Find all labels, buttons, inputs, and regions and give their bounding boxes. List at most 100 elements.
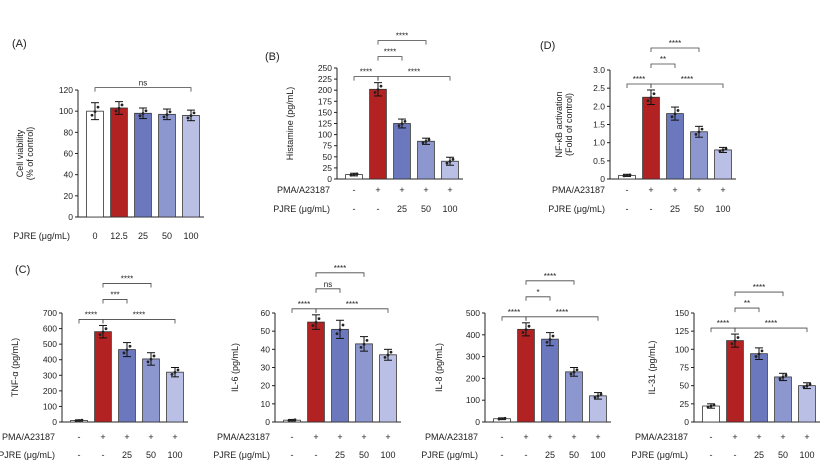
significance-bracket xyxy=(102,319,176,324)
data-point xyxy=(700,127,704,131)
row-cell: + xyxy=(595,432,600,442)
row-cell: - xyxy=(102,450,105,460)
significance-bracket xyxy=(626,83,652,88)
y-tick-label: 75 xyxy=(323,141,333,151)
panel-label: (C) xyxy=(15,264,30,276)
significance-label: *** xyxy=(110,290,119,299)
data-point xyxy=(694,132,698,136)
row-cell: 100 xyxy=(380,450,395,460)
row-cell: + xyxy=(313,432,318,442)
significance-bracket xyxy=(377,76,451,81)
bar xyxy=(134,112,152,218)
significance-label: ** xyxy=(660,55,666,64)
row-cell: 100 xyxy=(442,204,457,214)
significance-label: **** xyxy=(669,39,681,48)
y-tick-label: 150 xyxy=(318,107,332,117)
row-label: PMA/A23187 xyxy=(635,432,688,442)
significance-label: **** xyxy=(346,300,358,309)
significance-label: **** xyxy=(85,310,97,319)
data-point xyxy=(104,327,108,331)
y-tick-label: 120 xyxy=(59,85,73,95)
y-tick-label: 400 xyxy=(466,330,480,340)
data-point xyxy=(162,115,166,119)
data-point xyxy=(427,138,431,142)
data-point xyxy=(670,115,674,119)
y-tick-label: 700 xyxy=(43,308,57,318)
row-cell: - xyxy=(291,432,294,442)
data-point xyxy=(652,92,656,96)
data-point xyxy=(548,338,552,341)
y-tick-label: 0 xyxy=(475,417,480,427)
data-point xyxy=(376,88,380,92)
y-tick-label: 1.0 xyxy=(593,138,605,148)
data-point xyxy=(572,370,576,374)
row-cell: 100 xyxy=(799,450,814,460)
significance-label: **** xyxy=(384,48,396,57)
row-cell: + xyxy=(172,432,177,442)
y-tick-label: 100 xyxy=(43,401,57,411)
row-cell: - xyxy=(710,450,713,460)
row-cell: + xyxy=(399,185,404,195)
significance-label: **** xyxy=(556,308,568,317)
data-point xyxy=(186,116,190,120)
data-point xyxy=(379,84,383,88)
row-cell: + xyxy=(385,432,390,442)
bar xyxy=(517,328,535,423)
row-label: PMA/A23187 xyxy=(425,432,478,442)
row-cell: - xyxy=(525,450,528,460)
data-point xyxy=(389,350,393,354)
bar xyxy=(666,113,684,180)
data-point xyxy=(165,113,169,117)
significance-bracket xyxy=(353,76,379,81)
bar xyxy=(565,371,583,423)
y-tick-label: 60 xyxy=(64,149,74,159)
row-cell: 25 xyxy=(670,204,680,214)
data-point xyxy=(359,345,363,349)
bar xyxy=(379,354,397,423)
data-point xyxy=(805,384,809,388)
significance-bracket xyxy=(525,316,599,321)
row-cell: - xyxy=(78,450,81,460)
data-point xyxy=(128,344,132,348)
y-tick-label: 25 xyxy=(680,399,690,409)
data-point xyxy=(424,140,428,143)
data-point xyxy=(170,373,174,376)
y-axis-title: TNF-α (pg/mL) xyxy=(10,338,20,397)
data-point xyxy=(754,355,758,358)
y-tick-label: 200 xyxy=(466,373,480,383)
bar xyxy=(355,343,373,423)
chart-panel-1: (A) 0 20 40 60 80 100 120 Cell viability (% of co… xyxy=(12,38,204,241)
significance-bracket xyxy=(291,308,317,313)
row-cell: 50 xyxy=(421,204,431,214)
data-point xyxy=(397,124,401,128)
data-point xyxy=(649,96,653,100)
data-point xyxy=(521,331,525,334)
data-point xyxy=(646,99,650,103)
row-label: PJRE (μg/mL) xyxy=(548,204,605,214)
significance-bracket xyxy=(650,47,700,52)
row-cell: + xyxy=(375,185,380,195)
y-axis-title: IL-8 (pg/mL) xyxy=(434,343,444,392)
data-point xyxy=(373,91,377,94)
row-cell: + xyxy=(124,432,129,442)
significance-label: **** xyxy=(508,308,520,317)
y-tick-label: 300 xyxy=(466,352,480,362)
y-tick-label: 40 xyxy=(261,344,271,354)
data-point xyxy=(125,348,129,352)
data-point xyxy=(706,405,710,409)
data-point xyxy=(98,333,102,337)
data-point xyxy=(77,419,81,422)
y-tick-label: 200 xyxy=(318,85,332,95)
y-axis-title: Histamine (pg/mL) xyxy=(285,87,295,161)
panel-label: (B) xyxy=(265,51,280,63)
data-point xyxy=(697,130,701,134)
bar xyxy=(331,328,349,423)
data-point xyxy=(569,372,573,376)
significance-label: **** xyxy=(408,68,420,77)
y-axis-title: (Fold of control) xyxy=(564,93,574,156)
row-cell: - xyxy=(315,450,318,460)
significance-label: **** xyxy=(681,75,693,84)
data-point xyxy=(448,160,452,163)
